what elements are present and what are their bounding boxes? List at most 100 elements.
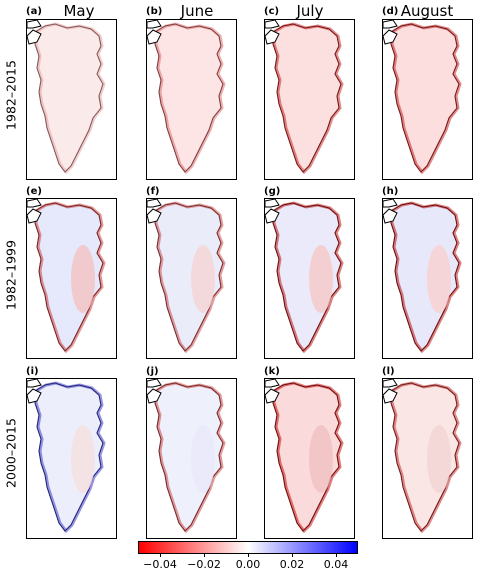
column-title-june: June <box>180 2 214 20</box>
colorbar-tick-label: −0.04 <box>143 558 177 571</box>
interior-anomaly-patch <box>427 245 451 313</box>
greenland-map <box>27 20 106 175</box>
island-outline <box>27 379 42 388</box>
map-panel-h <box>382 198 473 359</box>
panel-label-c: (c) <box>264 6 280 17</box>
coastal-anomaly-band <box>272 22 344 175</box>
interior-anomaly-patch <box>309 425 333 493</box>
island-outline <box>383 208 398 224</box>
coastal-anomaly-band <box>154 201 226 354</box>
column-title-may: May <box>63 2 95 20</box>
colorbar-tick-label: 0.04 <box>323 558 349 571</box>
colorbar-tick-label: 0.02 <box>279 558 305 571</box>
greenland-outline <box>154 23 224 173</box>
coastal-anomaly-band <box>154 381 226 534</box>
greenland-map <box>147 20 226 175</box>
island-outline <box>265 199 280 208</box>
row-title-1982-2015: 1982–2015 <box>2 20 20 170</box>
column-title-august: August <box>400 2 454 20</box>
panel-label-h: (h) <box>382 186 399 197</box>
greenland-map <box>27 379 106 534</box>
map-panel-a <box>26 19 117 180</box>
row-title-1982-1999: 1982–1999 <box>2 200 20 350</box>
interior-anomaly-patch <box>191 425 215 493</box>
map-panel-i <box>26 378 117 539</box>
greenland-outline <box>34 23 104 173</box>
coastal-anomaly-band <box>34 381 106 534</box>
interior-anomaly-patch <box>71 245 95 313</box>
row-title-text: 1982–2015 <box>3 60 19 130</box>
map-panel-b <box>146 19 237 180</box>
column-title-july: July <box>296 2 324 20</box>
colorbar-tick-label: 0.00 <box>235 558 261 571</box>
colorbar-tick-label: −0.02 <box>187 558 221 571</box>
panel-label-a: (a) <box>26 6 42 17</box>
map-panel-f <box>146 198 237 359</box>
island-outline <box>265 29 280 45</box>
island-outline <box>27 208 42 224</box>
colorbar-tick <box>204 554 205 557</box>
map-panel-j <box>146 378 237 539</box>
panel-label-e: (e) <box>26 186 42 197</box>
greenland-map <box>383 379 462 534</box>
greenland-map <box>27 199 106 354</box>
colorbar: −0.04 −0.02 0.00 0.02 0.04 <box>138 541 358 571</box>
panel-label-g: (g) <box>264 186 281 197</box>
greenland-map <box>147 379 226 534</box>
panel-label-j: (j) <box>146 366 159 377</box>
map-panel-e <box>26 198 117 359</box>
map-panel-c <box>264 19 355 180</box>
island-outline <box>147 388 162 404</box>
coastal-anomaly-band <box>390 22 462 175</box>
coastal-anomaly-band <box>272 381 344 534</box>
greenland-outline <box>272 23 342 173</box>
colorbar-tick <box>292 554 293 557</box>
greenland-map <box>147 199 226 354</box>
greenland-map <box>265 379 344 534</box>
island-outline <box>383 199 398 208</box>
coastal-anomaly-band <box>390 201 462 354</box>
row-title-text: 2000–2015 <box>3 418 19 488</box>
panel-label-k: (k) <box>264 366 280 377</box>
island-outline <box>265 379 280 388</box>
colorbar-gradient <box>138 541 358 554</box>
island-outline <box>147 29 162 45</box>
coastal-anomaly-band <box>34 22 106 175</box>
interior-anomaly-patch <box>71 425 95 493</box>
greenland-map <box>265 20 344 175</box>
coastal-anomaly-band <box>272 201 344 354</box>
panel-label-l: (l) <box>382 366 395 377</box>
island-outline <box>27 388 42 404</box>
island-outline <box>27 199 42 208</box>
island-outline <box>265 388 280 404</box>
island-outline <box>27 29 42 45</box>
greenland-map <box>265 199 344 354</box>
row-title-text: 1982–1999 <box>3 240 19 310</box>
panel-label-f: (f) <box>146 186 160 197</box>
map-panel-g <box>264 198 355 359</box>
panel-label-d: (d) <box>382 6 399 17</box>
greenland-map <box>383 199 462 354</box>
island-outline <box>265 20 280 29</box>
interior-anomaly-patch <box>191 245 215 313</box>
island-outline <box>147 208 162 224</box>
map-panel-d <box>382 19 473 180</box>
map-panel-l <box>382 378 473 539</box>
greenland-outline <box>390 23 460 173</box>
panel-label-i: (i) <box>26 366 39 377</box>
row-title-2000-2015: 2000–2015 <box>2 378 20 528</box>
island-outline <box>147 199 162 208</box>
greenland-map <box>383 20 462 175</box>
island-outline <box>265 208 280 224</box>
island-outline <box>383 29 398 45</box>
coastal-anomaly-band <box>34 201 106 354</box>
interior-anomaly-patch <box>309 245 333 313</box>
island-outline <box>383 388 398 404</box>
island-outline <box>147 20 162 29</box>
colorbar-tick <box>248 554 249 557</box>
interior-anomaly-patch <box>427 425 451 493</box>
coastal-anomaly-band <box>390 381 462 534</box>
panel-label-b: (b) <box>146 6 163 17</box>
map-panel-k <box>264 378 355 539</box>
island-outline <box>383 379 398 388</box>
